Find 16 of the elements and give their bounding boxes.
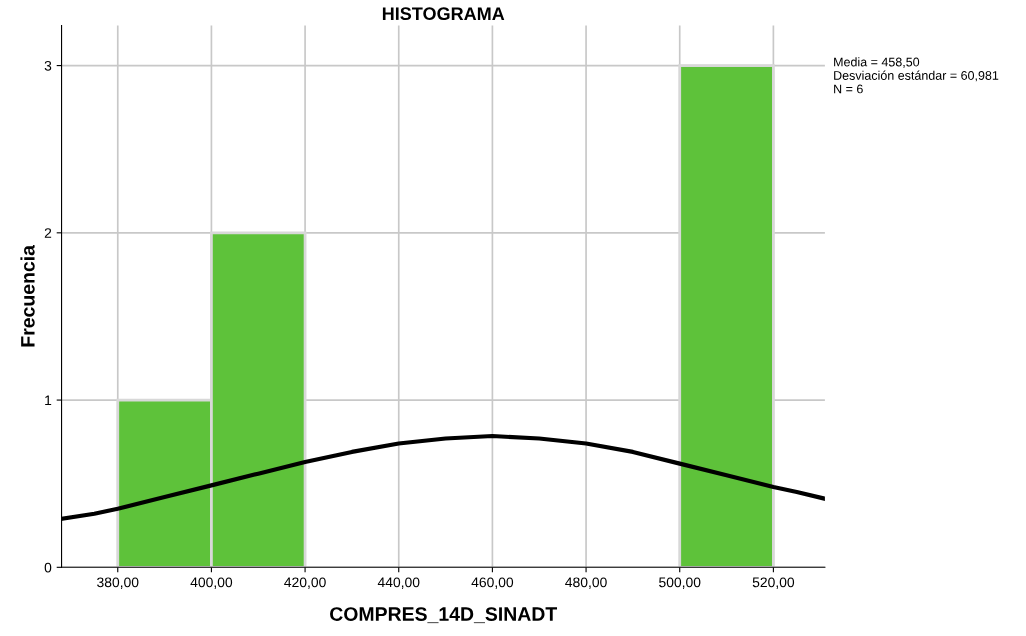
x-tick-label: 440,00	[377, 577, 420, 589]
x-tick-label: 460,00	[471, 577, 514, 589]
x-tick-label: 520,00	[752, 577, 795, 589]
y-tick-label: 0	[44, 562, 52, 573]
x-tick-label: 500,00	[659, 577, 701, 589]
y-tick-label: 1	[45, 395, 52, 406]
x-axis-title: COMPRES_14D_SINADT	[330, 607, 558, 624]
x-tick-label: 400,00	[190, 577, 233, 589]
y-tick-label: 2	[44, 228, 52, 238]
chart-title: HISTOGRAMA	[382, 7, 505, 21]
x-tick-label: 420,00	[284, 577, 326, 589]
y-axis-title: Frecuencia	[20, 244, 35, 347]
x-tick-label: 480,00	[565, 577, 607, 589]
text: Media = 458,50 Desviación estándar = 60,981 N = 6	[834, 57, 999, 94]
x-tick-label: 380,00	[97, 577, 139, 589]
y-tick-label: 3	[44, 60, 52, 71]
